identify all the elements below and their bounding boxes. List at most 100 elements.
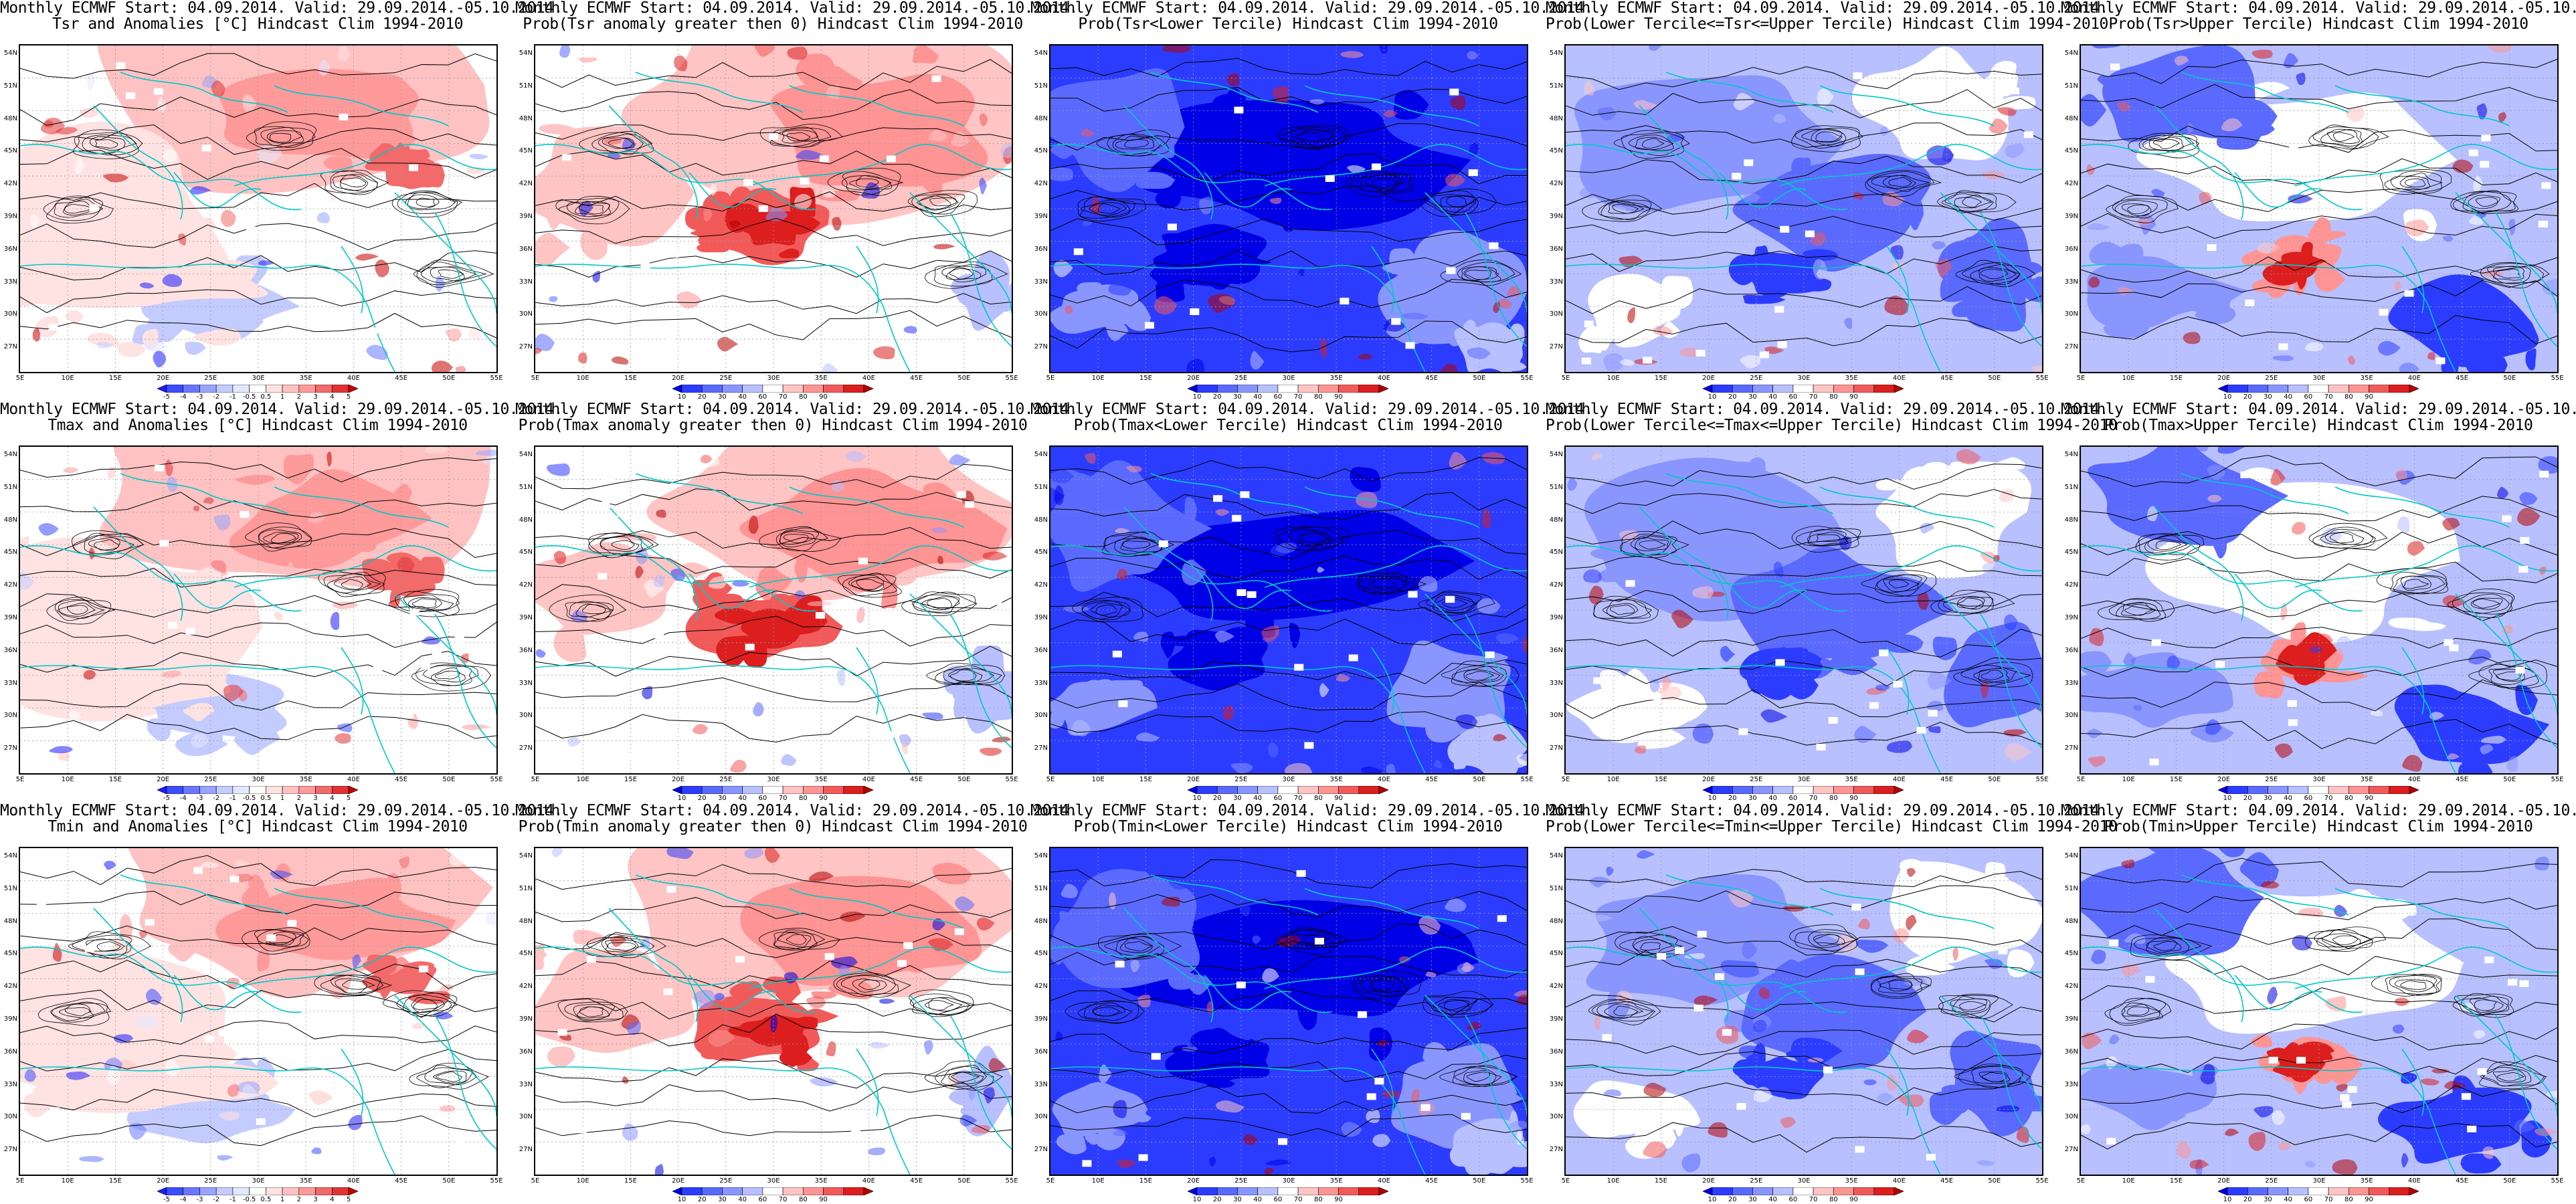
shaded-patch [730, 760, 747, 773]
shaded-patch [2241, 250, 2276, 267]
longitude-label: 40E [862, 375, 875, 382]
longitude-label: 40E [1377, 1177, 1390, 1185]
contour-label-box [1234, 106, 1244, 114]
terrain-contour [1956, 596, 1985, 610]
latitude-label: 51N [1034, 884, 1048, 892]
shaded-patch [1619, 668, 1652, 700]
isotherm-contour [2081, 896, 2557, 920]
coastline [2294, 946, 2557, 989]
longitude-label: 20E [1702, 375, 1716, 382]
terrain-contour [1279, 929, 1341, 949]
latitude-label: 51N [2064, 884, 2078, 892]
shaded-patch [1657, 285, 1685, 303]
terrain-contour [2109, 998, 2172, 1026]
shaded-patch [68, 710, 82, 723]
colorbar-segment [803, 1187, 824, 1195]
shaded-patch [114, 567, 125, 575]
latitude-label: 54N [2064, 852, 2078, 860]
terrain-contour [1608, 201, 1645, 214]
longitude-label: 35E [1329, 375, 1343, 382]
terrain-contour [1125, 941, 1153, 952]
terrain-contour [1300, 533, 1329, 544]
longitude-label: 15E [108, 776, 122, 783]
coastline [608, 506, 699, 621]
shaded-patch [352, 954, 361, 970]
shaded-patch [1410, 1089, 1420, 1104]
longitude-label: 35E [814, 776, 828, 783]
shaded-patch [2341, 730, 2358, 740]
contour-label-box [1348, 654, 1358, 662]
isotherm-contour [535, 89, 1012, 120]
terrain-contour [1438, 999, 1470, 1012]
shaded-patch [2121, 963, 2142, 977]
colorbar-tick-label: 20 [1728, 795, 1737, 802]
contour-label-box [84, 945, 94, 952]
contour-label-box [903, 942, 913, 949]
shaded-patch [1863, 1079, 1877, 1086]
contour-label-box [2296, 1057, 2306, 1064]
isotherm-contour [20, 1115, 496, 1146]
panel-title-line1: Monthly ECMWF Start: 04.09.2014. Valid: … [1030, 401, 1593, 418]
latitude-label: 39N [2064, 213, 2078, 220]
longitude-label: 35E [2360, 776, 2373, 783]
terrain-contour [779, 529, 820, 548]
latitude-label: 27N [1034, 744, 1048, 752]
longitude-label: 5E [1046, 776, 1055, 783]
isotherm-contour [1050, 58, 1527, 78]
shaded-patch [626, 1021, 641, 1035]
isotherm-contour [535, 961, 1012, 989]
isotherm-contour [1566, 318, 2042, 346]
colorbar-segment [742, 385, 763, 393]
latitude-label: 42N [519, 983, 533, 991]
shaded-patch [1970, 875, 2011, 897]
colorbar-segment [1277, 385, 1299, 393]
terrain-contour [1465, 270, 1491, 280]
terrain-contour [74, 132, 143, 156]
colorbar-ticks: 10 20 30 40 60 70 80 90 [1188, 393, 1388, 401]
shaded-patch [2257, 242, 2281, 254]
shaded-patch [24, 1123, 43, 1138]
shaded-patch [1856, 939, 1889, 953]
terrain-contour [1103, 532, 1164, 557]
shaded-patch [781, 754, 797, 767]
terrain-contour [1606, 599, 1653, 619]
coastline [1980, 212, 2042, 347]
latitude-label: 45N [1034, 548, 1048, 557]
coastline [20, 144, 302, 211]
isotherm-contour [20, 96, 496, 126]
shaded-patch [320, 480, 360, 492]
terrain-contour [1360, 975, 1408, 993]
terrain-contour [2122, 1004, 2161, 1017]
latitude-label: 30N [1549, 1113, 1563, 1121]
shaded-patch [992, 736, 1012, 742]
terrain-contour [1883, 579, 1920, 592]
shaded-patch [1567, 478, 1578, 491]
coastline [2154, 908, 2244, 1023]
colorbar-segment [2288, 385, 2309, 393]
colorbar-segment [166, 385, 184, 393]
shaded-patch [2087, 728, 2104, 738]
shaded-patch [2442, 518, 2460, 531]
longitude-label: 50E [2503, 375, 2516, 382]
terrain-contour [2468, 195, 2501, 209]
coastline [608, 908, 699, 1023]
colorbar-segment [742, 786, 763, 794]
colorbar-segment [282, 786, 300, 794]
colorbar-tick-label: -2 [213, 795, 220, 802]
longitude-label: 35E [1329, 1177, 1343, 1185]
shaded-patch [2332, 1159, 2358, 1175]
longitude-label: 50E [957, 375, 971, 382]
contour-label-box [1144, 322, 1154, 329]
latitude-label: 33N [2064, 278, 2078, 286]
map-panel-tmin-lower: Monthly ECMWF Start: 04.09.2014. Valid: … [1030, 803, 1593, 1204]
shaded-patch [485, 910, 496, 926]
shaded-patch [1115, 528, 1130, 534]
colorbar-segment [1297, 385, 1319, 393]
contour-label-box [858, 557, 868, 565]
colorbar-segment [183, 385, 200, 393]
longitude-label: 45E [910, 375, 923, 382]
colorbar-svg [1188, 385, 1388, 393]
terrain-contour [260, 127, 304, 146]
contour-label-box [2023, 131, 2033, 138]
contour-label-box [2288, 719, 2298, 726]
